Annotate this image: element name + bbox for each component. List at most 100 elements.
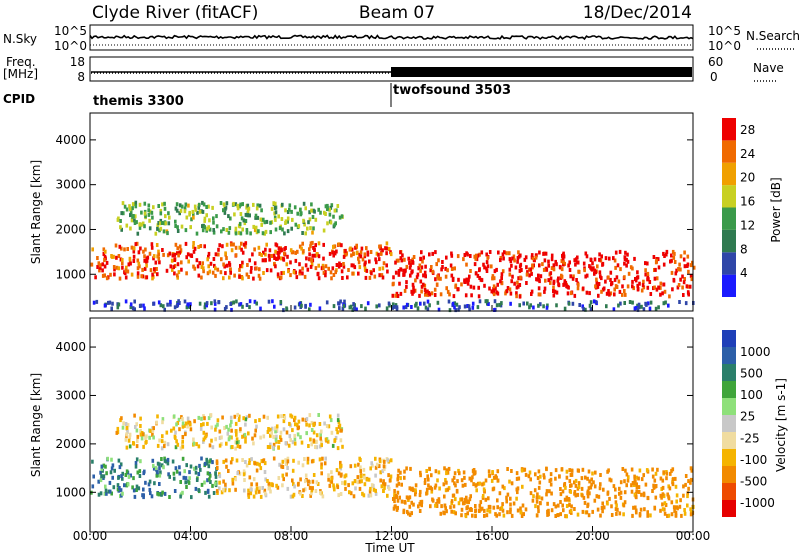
heatmap-cell [128, 432, 132, 437]
heatmap-cell [464, 514, 468, 519]
heatmap-cell [258, 418, 261, 423]
heatmap-cell [608, 477, 612, 482]
heatmap-cell [335, 468, 339, 473]
heatmap-cell [506, 510, 509, 515]
heatmap-cell [672, 278, 676, 283]
heatmap-cell [619, 495, 623, 500]
heatmap-cell [296, 249, 299, 254]
heatmap-cell [301, 266, 304, 271]
freq-left-tick-bottom: 8 [77, 70, 85, 84]
heatmap-cell [393, 304, 396, 309]
heatmap-cell [216, 466, 219, 470]
heatmap-cell [577, 481, 581, 486]
heatmap-cell [635, 475, 638, 480]
heatmap-cell [299, 477, 302, 482]
heatmap-cell [341, 444, 344, 449]
heatmap-cell [180, 224, 184, 229]
heatmap-cell [439, 276, 442, 281]
heatmap-cell [495, 290, 499, 295]
heatmap-cell [248, 213, 251, 218]
heatmap-cell [543, 286, 547, 291]
heatmap-cell [289, 413, 292, 418]
heatmap-cell [108, 300, 112, 305]
heatmap-cell [253, 247, 256, 252]
heatmap-cell [192, 249, 196, 254]
power-colorbar-label: Power [dB] [769, 177, 783, 242]
heatmap-cell [637, 302, 641, 307]
heatmap-cell [604, 256, 608, 261]
heatmap-cell [342, 254, 346, 259]
heatmap-cell [260, 222, 263, 227]
heatmap-cell [306, 456, 310, 461]
heatmap-cell [254, 428, 257, 433]
heatmap-cell [135, 428, 139, 433]
heatmap-cell [200, 209, 203, 214]
heatmap-cell [494, 512, 497, 517]
heatmap-cell [107, 489, 111, 494]
heatmap-cell [309, 493, 312, 498]
heatmap-cell [503, 250, 506, 255]
heatmap-cell [503, 486, 506, 491]
heatmap-cell [380, 273, 384, 278]
heatmap-cell [331, 250, 334, 255]
heatmap-cell [213, 263, 216, 268]
heatmap-cell [541, 262, 544, 267]
heatmap-cell [267, 481, 271, 486]
heatmap-cell [134, 242, 138, 247]
heatmap-cell [214, 481, 217, 486]
heatmap-cell [577, 485, 581, 489]
heatmap-cell [160, 221, 164, 225]
heatmap-cell [236, 444, 240, 449]
heatmap-cell [568, 479, 572, 484]
heatmap-cell [339, 492, 343, 496]
heatmap-cell [274, 217, 277, 222]
heatmap-cell [275, 439, 278, 444]
heatmap-cell [499, 506, 502, 511]
heatmap-cell [501, 508, 505, 513]
heatmap-cell [320, 439, 323, 444]
heatmap-cell [262, 434, 266, 439]
heatmap-cell [619, 490, 623, 495]
heatmap-cell [569, 473, 573, 477]
heatmap-cell [99, 491, 103, 496]
heatmap-cell [129, 261, 132, 266]
heatmap-cell [324, 204, 328, 209]
heatmap-cell [392, 497, 395, 501]
heatmap-cell [519, 506, 522, 511]
heatmap-cell [377, 252, 380, 257]
heatmap-cell [399, 470, 402, 475]
heatmap-cell [649, 292, 653, 296]
heatmap-cell [644, 261, 647, 266]
heatmap-cell [429, 268, 432, 273]
heatmap-cell [276, 485, 280, 490]
heatmap-cell [304, 479, 307, 484]
heatmap-cell [490, 264, 493, 269]
heatmap-cell [577, 269, 580, 274]
heatmap-cell [303, 487, 307, 492]
heatmap-cell [407, 496, 410, 501]
heatmap-cell [330, 276, 333, 281]
heatmap-cell [339, 263, 343, 267]
heatmap-cell [130, 245, 134, 250]
heatmap-cell [498, 302, 501, 307]
heatmap-cell [121, 201, 125, 206]
heatmap-cell [211, 460, 214, 465]
heatmap-cell [521, 503, 525, 508]
heatmap-cell [636, 283, 639, 288]
heatmap-cell [486, 299, 489, 304]
heatmap-cell [248, 258, 251, 263]
heatmap-cell [126, 429, 129, 434]
heatmap-cell [450, 267, 454, 271]
heatmap-cell [134, 461, 138, 465]
heatmap-cell [394, 303, 398, 308]
heatmap-cell [378, 459, 382, 464]
heatmap-cell [194, 207, 197, 212]
heatmap-cell [331, 266, 335, 271]
heatmap-cell [286, 466, 289, 470]
heatmap-cell [557, 513, 560, 518]
heatmap-cell [224, 206, 227, 211]
heatmap-cell [242, 472, 246, 477]
heatmap-cell [589, 300, 593, 305]
heatmap-cell [689, 466, 693, 471]
